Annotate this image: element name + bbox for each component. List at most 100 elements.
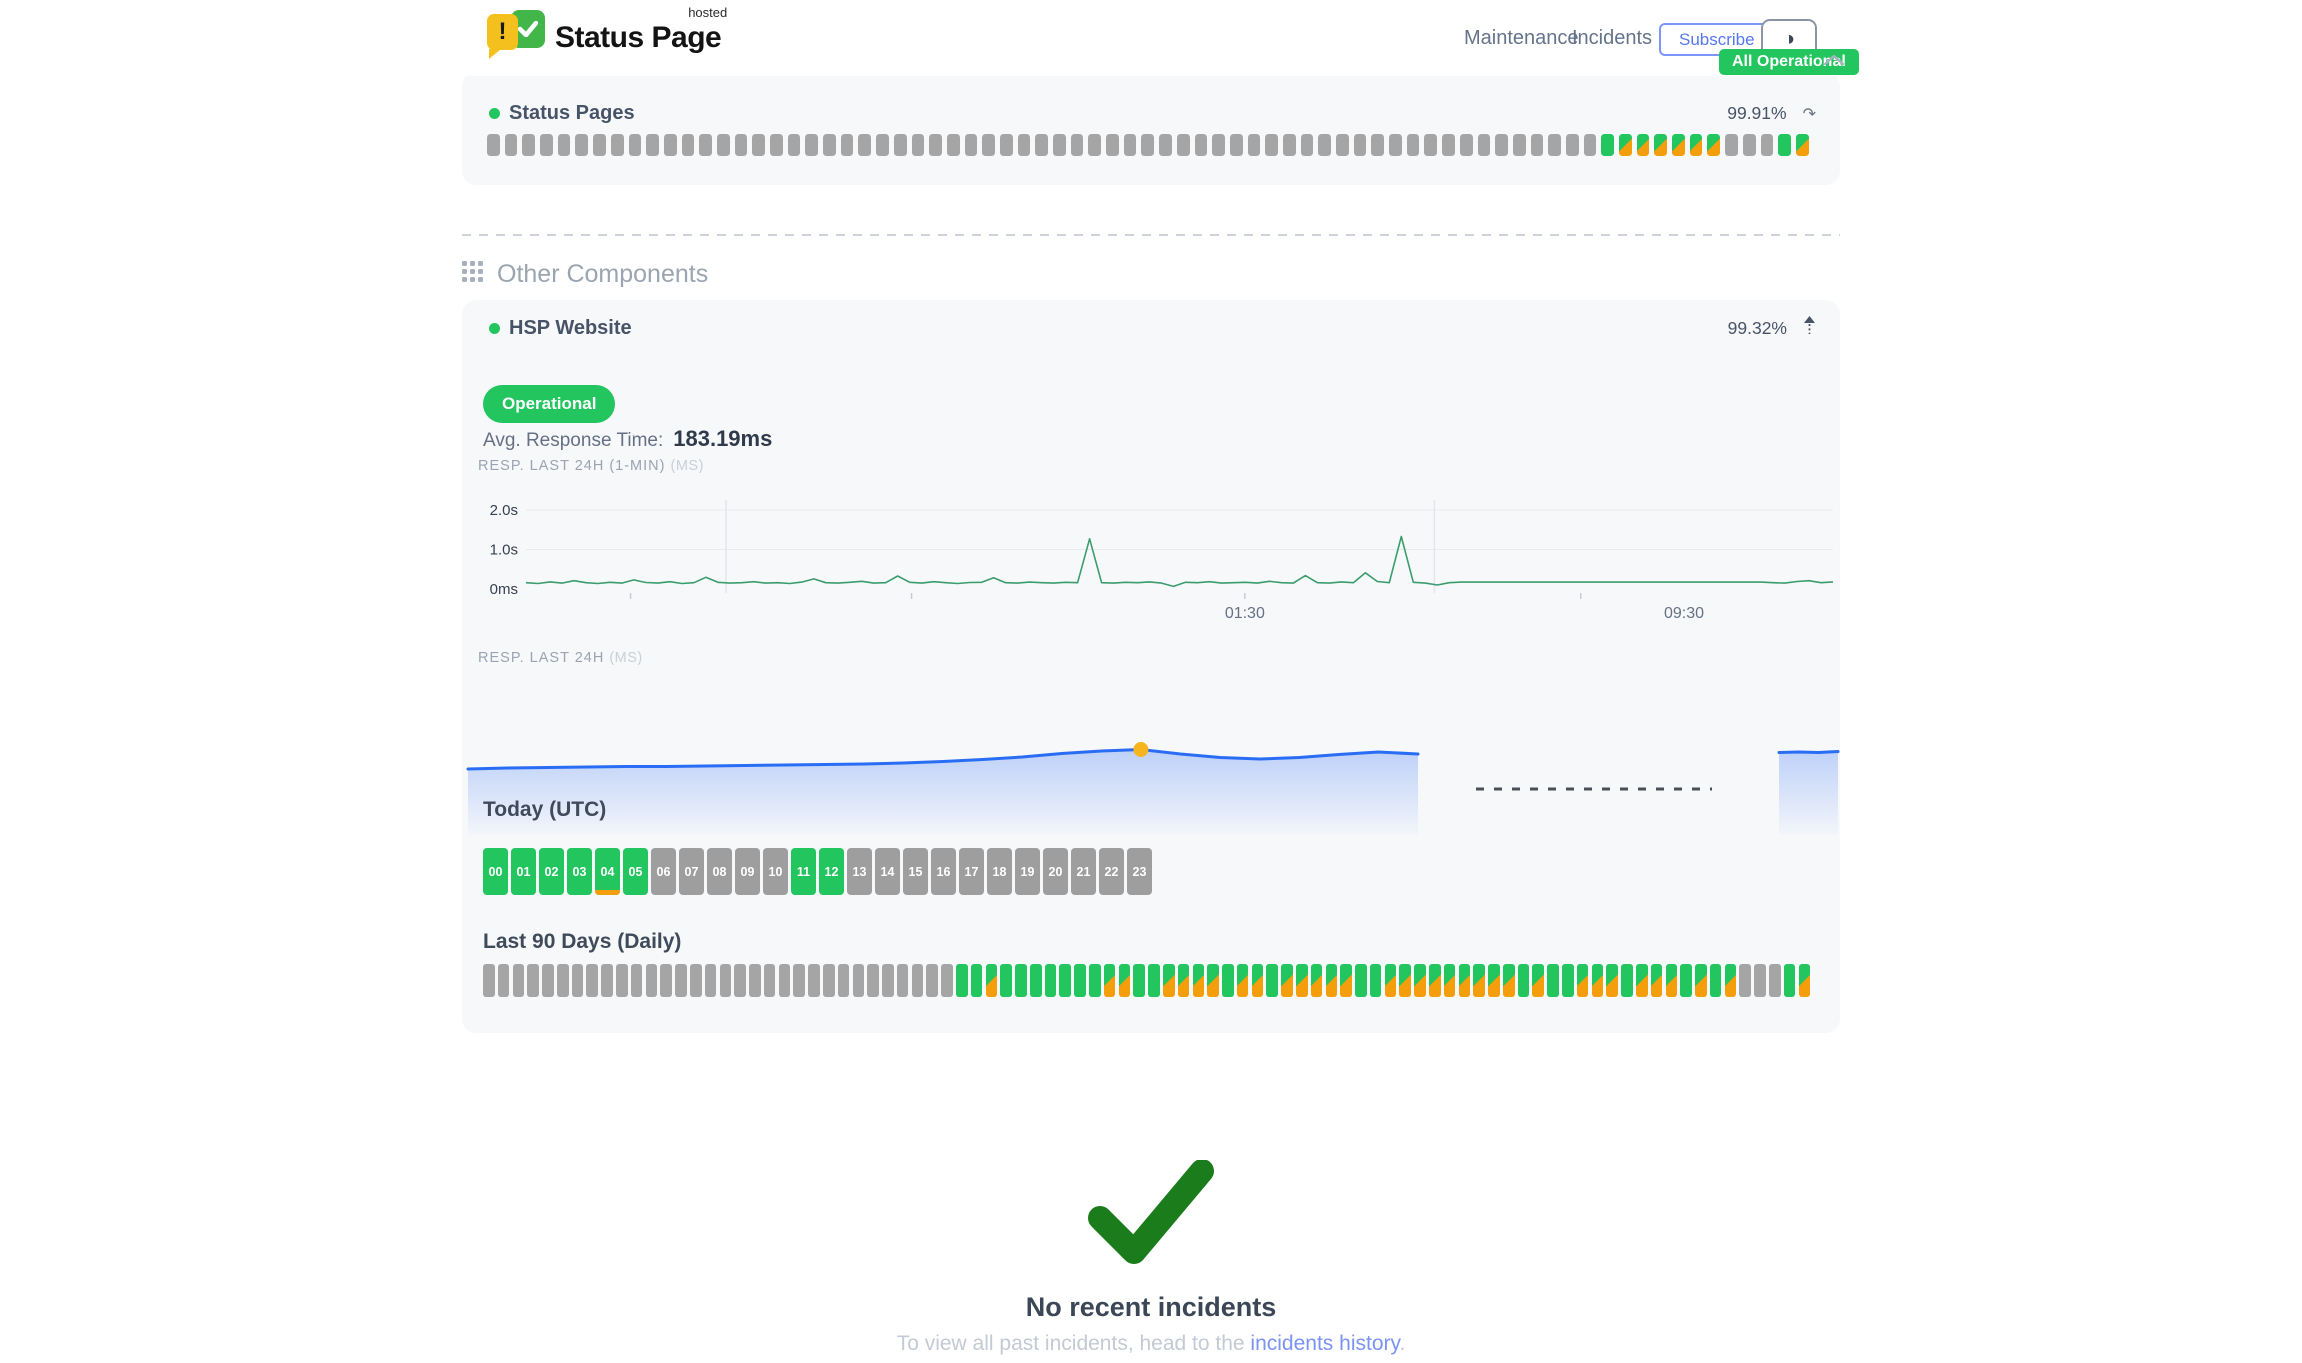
uptime-bar-gray (982, 134, 995, 156)
day-bar (660, 964, 672, 997)
day-bar (1709, 964, 1722, 997)
hour-box-07: 07 (679, 848, 704, 895)
uptime-bar-gray (504, 134, 518, 156)
hour-box-04: 04 (595, 848, 620, 895)
day-bar (867, 964, 879, 997)
svg-text:01:30: 01:30 (1225, 605, 1265, 622)
component-row[interactable]: HSP Website 99.32% (489, 316, 1816, 340)
day-bar (571, 964, 584, 997)
uptime-bar-gray (1477, 134, 1491, 156)
uptime-history-bars (487, 134, 1809, 156)
uptime-bar-gray (911, 134, 925, 156)
uptime-bar-gray (716, 134, 730, 156)
chevron-up-icon[interactable] (1823, 53, 1845, 71)
day-bar (1680, 964, 1692, 997)
day-bar (1532, 964, 1545, 997)
incidents-history-link[interactable]: incidents history (1250, 1332, 1400, 1355)
day-bar (601, 964, 613, 997)
day-bar (675, 964, 687, 997)
subtext-suffix: . (1399, 1332, 1406, 1355)
day-bar (1591, 964, 1604, 997)
day-bar (1029, 964, 1042, 997)
uptime-bar-split (1689, 134, 1703, 156)
uptime-bar-gray (1548, 134, 1561, 156)
uptime-bar-gray (1229, 134, 1243, 156)
day-bar (1207, 964, 1219, 997)
svg-text:1.0s: 1.0s (490, 542, 518, 559)
status-dot-icon (489, 108, 500, 119)
nav-incidents[interactable]: Incidents (1572, 27, 1653, 49)
uptime-bar-gray (522, 134, 536, 156)
day-bar (808, 964, 820, 997)
day-bar (497, 964, 510, 997)
uptime-bar-gray (770, 134, 783, 156)
day-bar (1251, 964, 1264, 997)
uptime-bar-gray (1530, 134, 1544, 156)
day-bar (749, 964, 761, 997)
uptime-bar-gray (1265, 134, 1278, 156)
day-bar (1414, 964, 1426, 997)
uptime-bar-gray (1512, 134, 1526, 156)
uptime-bar-gray (610, 134, 624, 156)
uptime-bar-gray (646, 134, 659, 156)
uptime-bar-gray (1159, 134, 1172, 156)
uptime-bar-gray (1459, 134, 1473, 156)
resp-1min-chart-label: RESP. LAST 24H (1-MIN) (MS) (478, 458, 704, 474)
last90-heading: Last 90 Days (Daily) (483, 930, 682, 953)
uptime-bar-gray (1123, 134, 1137, 156)
uptime-bar-gray (734, 134, 748, 156)
day-bar (1177, 964, 1190, 997)
uptime-bar-gray (681, 134, 695, 156)
svg-text:09:30: 09:30 (1664, 605, 1704, 622)
day-bar (1429, 964, 1441, 997)
refresh-icon[interactable]: ↷ (1802, 105, 1816, 123)
day-bar (985, 964, 998, 997)
day-bar (1044, 964, 1057, 997)
day-bar (645, 964, 658, 997)
status-page-logo-icon: ! (487, 7, 545, 59)
hour-box-20: 20 (1043, 848, 1068, 895)
nav-maintenance[interactable]: Maintenance (1464, 27, 1579, 49)
hour-box-14: 14 (875, 848, 900, 895)
response-time-area-chart (466, 742, 1840, 835)
section-divider (462, 234, 1840, 236)
uptime-bar-split (1619, 134, 1632, 156)
day-bar (1547, 964, 1559, 997)
brand: ! hosted Status Page (487, 5, 727, 59)
uptime-bar-gray (1282, 134, 1296, 156)
day-bar (1148, 964, 1160, 997)
day-bar (1399, 964, 1412, 997)
hour-box-23: 23 (1127, 848, 1152, 895)
uptime-bar-gray (1176, 134, 1190, 156)
uptime-bar-gray (1389, 134, 1402, 156)
uptime-bar-gray (929, 134, 942, 156)
uptime-bar-gray (1565, 134, 1579, 156)
response-time-line-chart: 2.0s 1.0s 0ms 01:30 09:30 (490, 500, 1834, 622)
day-bar (1488, 964, 1500, 997)
subscribe-button[interactable]: Subscribe (1659, 23, 1775, 56)
uptime-bar-gray (999, 134, 1013, 156)
day-bar (1192, 964, 1205, 997)
day-bar (1798, 964, 1811, 997)
day-bar (1768, 964, 1781, 997)
day-bar (1739, 964, 1751, 997)
no-incidents-subtext: To view all past incidents, head to the … (0, 1332, 2302, 1356)
collapse-arrow-icon[interactable] (1803, 316, 1816, 340)
day-bar (1162, 964, 1175, 997)
day-bar (793, 964, 805, 997)
hour-box-02: 02 (539, 848, 564, 895)
day-bar (689, 964, 702, 997)
uptime-bar-split (1795, 134, 1809, 156)
uptime-bar-gray (1088, 134, 1102, 156)
day-bar (1754, 964, 1766, 997)
day-bar (1665, 964, 1678, 997)
day-bar (1133, 964, 1145, 997)
day-bar (763, 964, 776, 997)
uptime-bar-gray (663, 134, 677, 156)
day-bar (734, 964, 746, 997)
uptime-bar-gray (1300, 134, 1314, 156)
component-row[interactable]: Status Pages 99.91% ↷ (489, 102, 1816, 125)
day-bar (1384, 964, 1397, 997)
day-bar (1266, 964, 1278, 997)
uptime-percent: 99.91% (1727, 103, 1787, 123)
